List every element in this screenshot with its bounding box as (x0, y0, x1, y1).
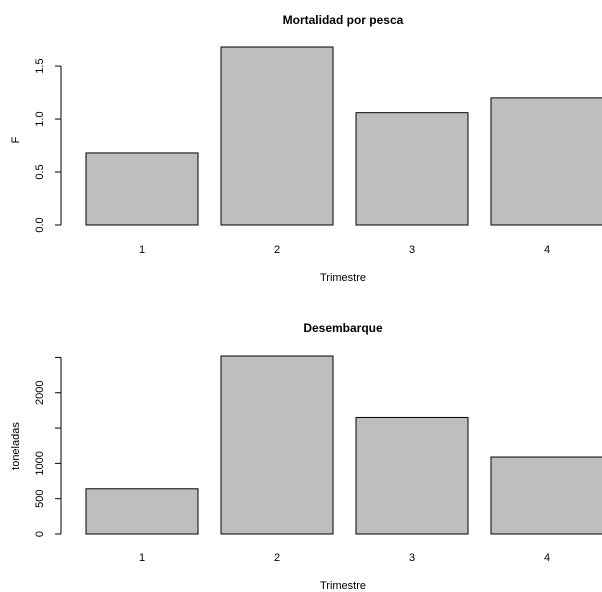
bar-1 (85, 488, 199, 535)
y-tick-label: 1.0 (34, 111, 46, 126)
x-axis-ticks: 1 2 3 4 (139, 244, 550, 256)
x-tick-label: 1 (139, 552, 145, 564)
x-tick-label: 1 (139, 244, 145, 256)
bar-3 (355, 112, 469, 226)
x-axis-label: Trimestre (320, 580, 366, 592)
x-tick-label: 3 (409, 552, 415, 564)
bar-4 (490, 97, 602, 226)
x-tick-label: 4 (544, 244, 550, 256)
bar-4 (490, 456, 602, 535)
x-tick-label: 4 (544, 552, 550, 564)
bar-3 (355, 416, 469, 535)
chart-title: Mortalidad por pesca (283, 13, 404, 27)
bar-1 (85, 152, 199, 226)
y-tick-label: 0.0 (34, 217, 46, 232)
x-tick-label: 3 (409, 244, 415, 256)
x-axis-ticks: 1 2 3 4 (139, 552, 550, 564)
chart-title: Desembarque (303, 321, 383, 335)
chart-panel-mortalidad: Mortalidad por pesca Trimestre F 0.0 0.5 1… (10, 13, 602, 284)
y-tick-label: 2000 (34, 380, 46, 404)
bar-2 (220, 46, 334, 226)
bar-2 (220, 355, 334, 535)
y-tick-label: 0.5 (34, 164, 46, 179)
y-axis: 0 500 1000 2000 (34, 356, 62, 537)
y-axis-label: F (10, 136, 22, 143)
x-axis-label: Trimestre (320, 272, 366, 284)
bar-group (85, 355, 602, 535)
y-axis: 0.0 0.5 1.0 1.5 (34, 58, 62, 233)
x-tick-label: 2 (274, 552, 280, 564)
x-tick-label: 2 (274, 244, 280, 256)
y-tick-label: 1000 (34, 451, 46, 475)
y-axis-label: toneladas (10, 422, 22, 470)
y-tick-label: 0 (34, 531, 46, 537)
y-tick-label: 500 (34, 490, 46, 508)
bar-group (85, 46, 602, 226)
y-tick-label: 1.5 (34, 58, 46, 73)
chart-panel-desembarque: Desembarque Trimestre toneladas 0 500 1000… (10, 321, 602, 592)
